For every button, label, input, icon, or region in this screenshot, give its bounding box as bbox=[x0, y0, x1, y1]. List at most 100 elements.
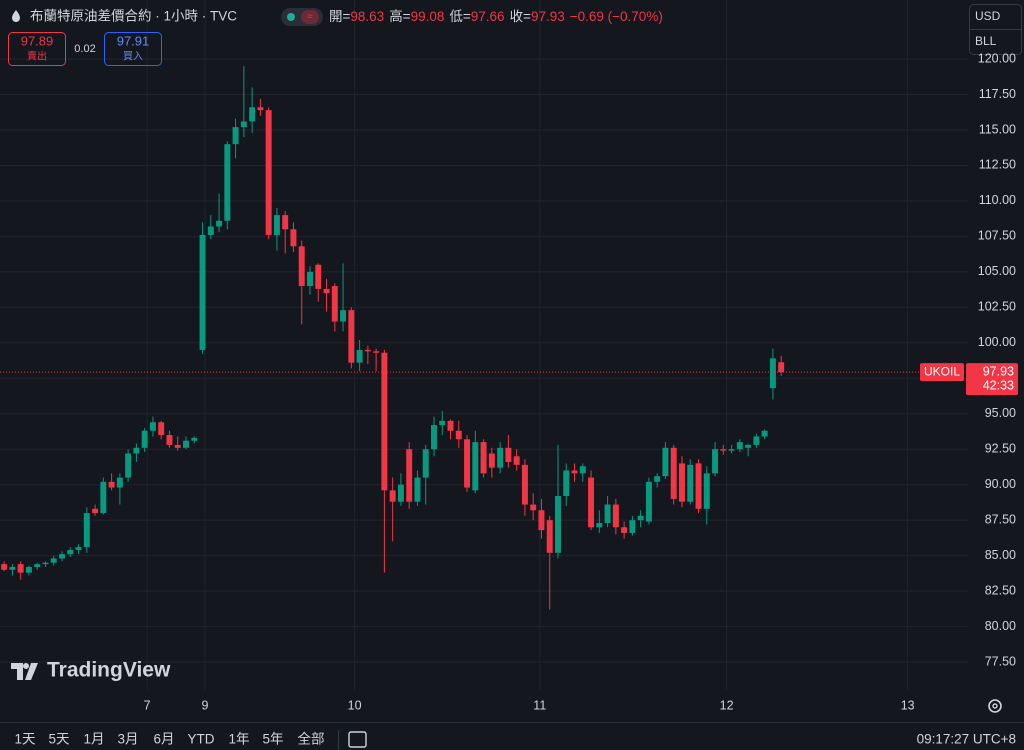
timeframe-button[interactable]: YTD bbox=[188, 732, 215, 747]
candle-body bbox=[679, 463, 685, 502]
sell-button[interactable] bbox=[8, 32, 66, 66]
ohlc-value: 97.66 bbox=[471, 9, 505, 24]
y-tick-label: 105.00 bbox=[978, 264, 1016, 278]
candle-body bbox=[728, 449, 735, 451]
y-tick-label: 117.50 bbox=[979, 87, 1016, 101]
sell-price: 97.89 bbox=[21, 33, 54, 48]
buy-price: 97.91 bbox=[117, 33, 150, 48]
timeframe-button[interactable]: 3月 bbox=[117, 732, 138, 747]
symbol-tag-text: UKOIL bbox=[924, 364, 960, 378]
timeframe-button[interactable]: 5天 bbox=[48, 732, 70, 747]
timeframe-button[interactable]: 5年 bbox=[262, 732, 283, 747]
candle-body bbox=[116, 477, 123, 488]
logo-icon bbox=[11, 663, 38, 680]
ohlc-legend: 開=98.63 高=99.08 低=97.66 收=97.93 −0.69 (−0.70… bbox=[329, 8, 663, 24]
symbol: 布蘭特原油差價合約 · 1小時 · TVC bbox=[30, 9, 237, 24]
candle-body bbox=[298, 246, 305, 287]
candle-body bbox=[629, 520, 636, 533]
candle-body bbox=[447, 420, 454, 431]
date-range-icon[interactable] bbox=[348, 731, 367, 748]
candle-body bbox=[356, 349, 363, 363]
timeframe-button[interactable]: 全部 bbox=[298, 731, 325, 747]
y-tick-label: 82.50 bbox=[985, 583, 1016, 597]
candle-body bbox=[472, 442, 479, 491]
candle-body bbox=[695, 463, 702, 509]
unit[interactable]: BLL bbox=[975, 34, 997, 48]
candle-body bbox=[75, 547, 82, 550]
candle-body bbox=[406, 449, 413, 502]
candle-body bbox=[389, 490, 396, 502]
candle-body bbox=[141, 430, 148, 448]
y-tick-label: 120.00 bbox=[978, 51, 1016, 65]
candle-body bbox=[315, 264, 322, 289]
candle-body bbox=[1, 564, 8, 570]
buy-button[interactable] bbox=[104, 32, 162, 66]
candle-body bbox=[488, 453, 495, 468]
timeframe-button[interactable]: 6月 bbox=[153, 732, 174, 747]
candle-body bbox=[125, 453, 132, 478]
buy-label: 買入 bbox=[123, 51, 143, 63]
candle-body bbox=[538, 510, 545, 531]
candle-body bbox=[340, 310, 347, 322]
candle-body bbox=[670, 447, 677, 499]
candle-body bbox=[662, 447, 669, 477]
timeframe-button[interactable]: 1年 bbox=[228, 732, 249, 747]
candle-body bbox=[521, 464, 528, 505]
candle-body bbox=[637, 515, 644, 521]
delay-badge bbox=[301, 10, 319, 24]
ohlc-label: 低= bbox=[449, 9, 470, 24]
y-tick-label: 77.50 bbox=[985, 654, 1016, 668]
candle-body bbox=[431, 425, 437, 450]
candle-body bbox=[381, 352, 388, 491]
candle-body bbox=[34, 564, 41, 567]
clock: 09:17:27 UTC+8 bbox=[917, 732, 1016, 747]
candle-body bbox=[397, 484, 404, 502]
ohlc-change: −0.69 (−0.70%) bbox=[570, 9, 663, 24]
price-tag-value: 97.93 bbox=[983, 364, 1014, 378]
x-tick-label: 7 bbox=[144, 698, 151, 712]
candle-body bbox=[480, 442, 487, 474]
candle-body bbox=[464, 439, 471, 488]
candle-body bbox=[67, 549, 74, 555]
currency[interactable]: USD bbox=[975, 9, 1001, 23]
candle-body bbox=[604, 504, 611, 523]
candle-body bbox=[703, 473, 710, 509]
candle-body bbox=[240, 121, 247, 128]
candle-body bbox=[83, 513, 90, 548]
ohlc-label: 開= bbox=[329, 9, 350, 24]
candle-body bbox=[191, 437, 198, 441]
candle-body bbox=[158, 422, 165, 436]
candle-body bbox=[323, 288, 330, 294]
candle-body bbox=[207, 226, 214, 235]
candle-body bbox=[364, 349, 371, 352]
timeframe-button[interactable]: 1天 bbox=[14, 732, 36, 747]
candle-body bbox=[778, 362, 785, 373]
candle-body bbox=[588, 477, 595, 528]
y-tick-label: 80.00 bbox=[985, 619, 1016, 633]
settings-icon[interactable] bbox=[988, 699, 1002, 713]
candle-body bbox=[307, 271, 313, 287]
timeframe-button[interactable]: 1月 bbox=[83, 732, 104, 747]
candle-body bbox=[166, 435, 173, 445]
candle-body bbox=[513, 456, 520, 465]
delay-icon: ≈ bbox=[307, 12, 313, 23]
y-tick-label: 115.00 bbox=[979, 122, 1016, 136]
candle-body bbox=[546, 520, 553, 553]
x-tick-label: 9 bbox=[202, 698, 209, 712]
candle-body bbox=[290, 229, 297, 247]
candle-body bbox=[505, 447, 512, 462]
candle-body bbox=[555, 496, 561, 553]
candle-body bbox=[720, 449, 727, 451]
ohlc-value: 99.08 bbox=[411, 9, 445, 24]
x-tick-label: 11 bbox=[533, 698, 546, 712]
candle-body bbox=[687, 464, 694, 502]
y-tick-label: 102.50 bbox=[978, 300, 1016, 314]
candle-body bbox=[579, 466, 586, 474]
candle-body bbox=[497, 447, 504, 468]
sell-label: 賣出 bbox=[27, 50, 47, 63]
settings-icon-center bbox=[992, 703, 998, 709]
symbol-tag bbox=[920, 363, 964, 382]
